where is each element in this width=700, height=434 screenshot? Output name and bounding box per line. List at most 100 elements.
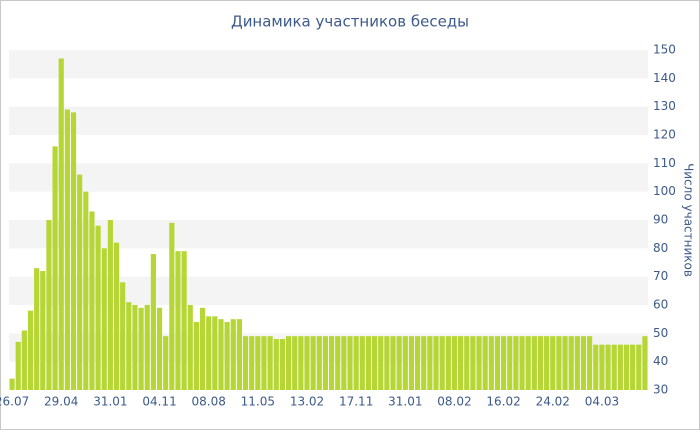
bar (476, 336, 482, 390)
bar (605, 344, 611, 390)
y-tick-label: 60 (653, 298, 668, 312)
y-tick-label: 50 (653, 326, 668, 340)
bar (199, 307, 206, 390)
bar (494, 336, 501, 390)
bar (562, 336, 568, 390)
bar (445, 336, 451, 390)
bar (599, 344, 605, 390)
bar (181, 251, 187, 390)
y-tick-label: 30 (653, 383, 668, 397)
bar (482, 336, 488, 390)
bar (70, 112, 77, 390)
x-tick-label: 04.03 (585, 395, 619, 409)
bar (458, 336, 464, 390)
bar (537, 336, 544, 390)
bar (242, 336, 249, 390)
bar (126, 302, 132, 390)
bar (636, 344, 642, 390)
bar (279, 339, 285, 390)
bar (470, 336, 476, 390)
y-tick-label: 100 (653, 184, 676, 198)
bar (46, 220, 52, 390)
bar (304, 336, 310, 390)
bar (513, 336, 519, 390)
bar (335, 336, 341, 390)
bar (415, 336, 421, 390)
bar (525, 336, 531, 390)
bar (218, 319, 224, 390)
bar (169, 222, 175, 390)
bar (83, 191, 89, 390)
x-tick-label: 26.07 (0, 395, 29, 409)
x-tick-label: 04.11 (142, 395, 176, 409)
bar (316, 336, 322, 390)
bar (642, 336, 648, 390)
bar (27, 310, 34, 390)
bar (328, 336, 335, 390)
bar (341, 336, 347, 390)
bar (255, 336, 261, 390)
y-tick-label: 140 (653, 71, 676, 85)
bar (267, 336, 273, 390)
y-tick-label: 40 (653, 354, 668, 368)
bar (390, 336, 396, 390)
bar (113, 242, 120, 390)
bar (230, 319, 236, 390)
bar (15, 341, 21, 390)
bar (630, 344, 636, 390)
y-tick-label: 150 (653, 43, 676, 57)
bar (120, 282, 126, 390)
bar (353, 336, 359, 390)
bar (556, 336, 562, 390)
bar (21, 330, 27, 390)
bar (138, 307, 144, 390)
bar (236, 319, 242, 390)
bar (501, 336, 507, 390)
bar (273, 339, 279, 390)
bar (249, 336, 255, 390)
bar (52, 146, 58, 390)
x-tick-label: 08.08 (192, 395, 226, 409)
bar (285, 336, 292, 390)
bar (507, 336, 513, 390)
bar (132, 305, 138, 390)
bar (402, 336, 408, 390)
bar (261, 336, 267, 390)
bar (187, 305, 193, 390)
bar (519, 336, 525, 390)
bar (568, 336, 574, 390)
bar (611, 344, 617, 390)
bar (384, 336, 390, 390)
grid-band (9, 220, 648, 249)
bar (427, 336, 433, 390)
bar (544, 336, 550, 390)
y-tick-label: 70 (653, 269, 668, 283)
grid-band (9, 50, 648, 79)
bar (298, 336, 304, 390)
bar (322, 336, 329, 390)
x-tick-label: 29.04 (44, 395, 78, 409)
bar (593, 344, 599, 390)
bar (574, 336, 580, 390)
chart-title: Динамика участников беседы (231, 13, 469, 31)
y-tick-label: 110 (653, 156, 676, 170)
x-tick-label: 31.01 (93, 395, 127, 409)
grid-band (9, 163, 648, 192)
x-tick-label: 08.02 (437, 395, 471, 409)
y-tick-label: 80 (653, 241, 668, 255)
bar (396, 336, 402, 390)
bar (206, 316, 212, 390)
bar (365, 336, 372, 390)
bar (433, 336, 439, 390)
bar (212, 316, 218, 390)
bar (464, 336, 470, 390)
grid-band (9, 106, 648, 135)
bar (617, 344, 623, 390)
bar (550, 336, 556, 390)
bar (378, 336, 384, 390)
bar (77, 174, 83, 390)
bar (623, 344, 630, 390)
bar (531, 336, 537, 390)
y-tick-label: 90 (653, 213, 668, 227)
